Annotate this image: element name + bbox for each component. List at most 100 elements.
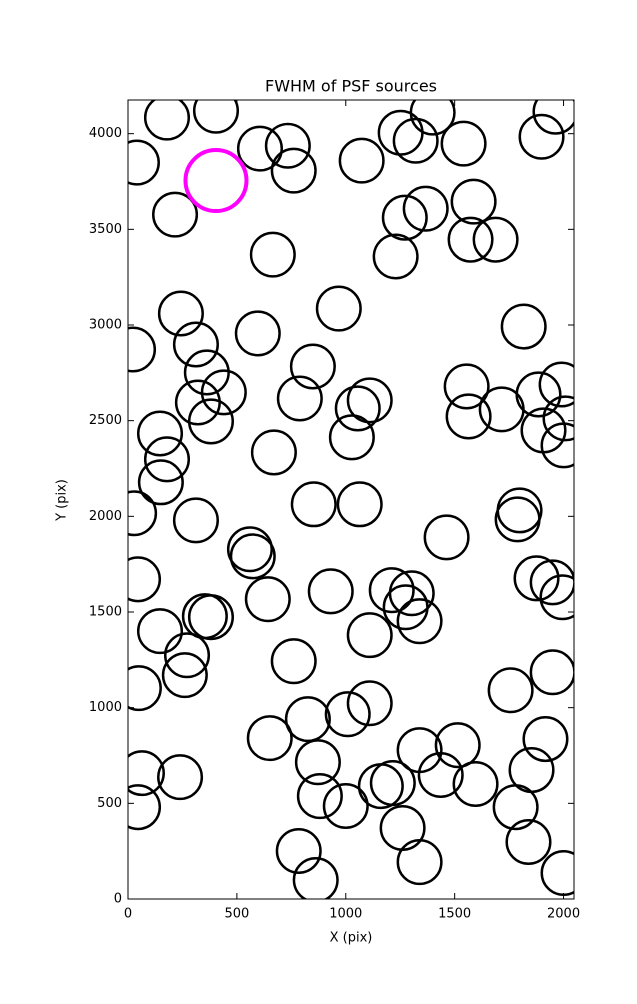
source-circle — [157, 754, 204, 801]
x-tick-label: 1500 — [438, 907, 471, 922]
source-circle — [338, 137, 385, 184]
source-circle — [538, 361, 574, 408]
source-circle — [368, 567, 415, 614]
source-circle — [505, 818, 552, 866]
source-circle — [492, 784, 539, 831]
source-circle — [328, 414, 375, 461]
source-circle — [423, 514, 470, 561]
source-circle — [187, 594, 234, 641]
source-circle — [246, 715, 293, 762]
source-circle — [128, 750, 165, 797]
y-tick-label: 2500 — [89, 413, 122, 428]
source-circle — [143, 436, 191, 483]
source-circle — [392, 117, 439, 164]
source-circle — [487, 667, 534, 714]
source-circle — [226, 526, 273, 573]
source-circle — [417, 751, 464, 799]
source-circle — [276, 375, 323, 422]
source-circle — [152, 191, 199, 238]
source-circle — [307, 568, 354, 615]
source-circle — [192, 100, 240, 134]
source-circle — [515, 371, 562, 418]
x-axis-label: X (pix) — [330, 931, 373, 946]
source-circle — [290, 481, 337, 528]
source-circle — [542, 395, 574, 442]
source-circle — [128, 326, 157, 373]
y-tick-label: 1000 — [89, 700, 122, 715]
source-circle — [137, 459, 184, 506]
x-tick-label: 2000 — [547, 907, 580, 922]
source-circle — [539, 574, 574, 621]
source-circle — [409, 100, 456, 136]
source-circle — [496, 487, 543, 534]
source-circle — [244, 576, 291, 623]
x-tick-label: 1000 — [329, 907, 362, 922]
source-circle — [128, 556, 162, 603]
source-circle — [369, 760, 416, 807]
source-circle — [379, 804, 426, 852]
plot-area — [128, 100, 574, 899]
source-circle — [136, 608, 184, 655]
source-circle — [440, 120, 487, 167]
source-circle — [270, 147, 317, 194]
source-circle — [187, 398, 234, 445]
source-circle — [292, 857, 339, 899]
source-circle — [443, 363, 490, 410]
source-circle — [494, 496, 541, 543]
source-circle — [128, 490, 158, 537]
source-circle — [264, 122, 311, 169]
source-circle — [315, 285, 362, 332]
source-circle — [157, 290, 204, 337]
source-circle — [540, 422, 574, 469]
source-circle — [381, 194, 428, 241]
source-circle — [200, 369, 247, 416]
source-circle — [472, 216, 519, 263]
source-circle — [445, 393, 492, 440]
source-circle — [382, 584, 429, 631]
source-circle — [324, 691, 371, 738]
y-axis-label: Y (pix) — [55, 479, 70, 522]
plot-frame — [127, 99, 575, 900]
source-circle — [447, 216, 494, 263]
source-circle — [172, 497, 219, 544]
y-tick-label: 2000 — [89, 509, 122, 524]
source-circle — [236, 125, 283, 172]
source-circle — [452, 760, 499, 808]
y-tick-label: 4000 — [89, 126, 122, 141]
source-circle — [172, 321, 219, 368]
source-circle — [128, 139, 160, 186]
source-circle — [346, 680, 393, 727]
source-circle — [346, 377, 393, 424]
source-circle — [270, 638, 317, 685]
source-circle — [136, 410, 184, 457]
source-circle — [229, 533, 276, 580]
source-circle — [294, 739, 341, 786]
source-circle — [128, 784, 162, 831]
source-circle — [143, 100, 191, 141]
source-circle — [163, 632, 211, 679]
source-circle — [161, 652, 208, 699]
source-circle — [450, 178, 497, 225]
y-tick-label: 3000 — [89, 318, 122, 333]
y-tick-label: 500 — [97, 796, 122, 811]
x-tick-label: 0 — [124, 907, 132, 922]
source-circle — [529, 559, 574, 606]
y-tick-label: 0 — [114, 892, 122, 907]
source-circle — [346, 612, 393, 659]
y-tick-label: 1500 — [89, 605, 122, 620]
source-circle — [183, 148, 249, 214]
source-circle — [249, 231, 296, 278]
source-circle — [250, 429, 297, 476]
source-circle — [513, 555, 560, 602]
source-circle — [434, 722, 481, 769]
source-circle — [334, 385, 381, 432]
source-circle — [377, 109, 424, 156]
source-circle — [402, 185, 449, 232]
source-circle — [396, 598, 443, 645]
source-circle — [518, 113, 565, 160]
source-circle — [529, 649, 574, 696]
source-circle — [289, 343, 336, 390]
source-circle — [372, 233, 419, 280]
source-circle — [128, 665, 162, 712]
